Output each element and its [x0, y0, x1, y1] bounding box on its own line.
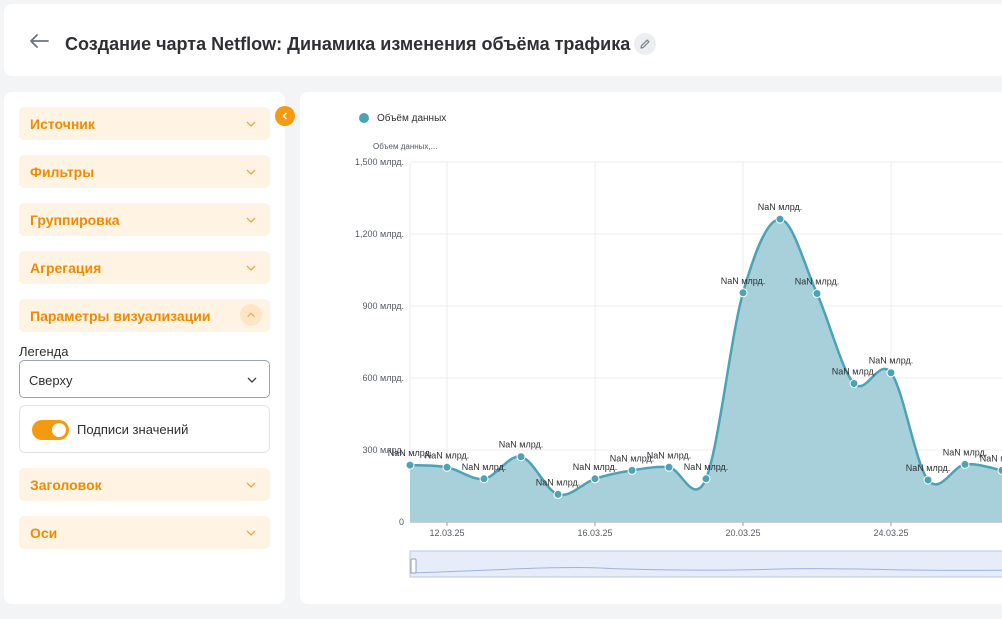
- accordion-filters[interactable]: Фильтры: [19, 155, 270, 188]
- series-area: [410, 219, 1002, 522]
- x-tick-label: 24.03.25: [873, 528, 908, 538]
- y-tick-label: 1,500 млрд.: [355, 157, 404, 167]
- accordion-title-label: Заголовок: [30, 477, 102, 493]
- accordion-source-label: Источник: [30, 116, 95, 132]
- accordion-filters-label: Фильтры: [30, 164, 95, 180]
- chevron-down-icon: [247, 377, 257, 383]
- data-point: [812, 289, 822, 299]
- data-point: [627, 465, 637, 475]
- page-title: Создание чарта Netflow: Динамика изменен…: [65, 34, 631, 54]
- chevron-down-icon: [246, 482, 256, 488]
- y-axis-title: Объем данных,...: [373, 142, 437, 151]
- zoom-slider-track: [409, 550, 1002, 578]
- data-point: [775, 214, 785, 224]
- data-label: NaN млрд.: [684, 462, 729, 472]
- data-point: [553, 489, 563, 499]
- chevron-down-icon: [246, 217, 256, 223]
- y-tick-label: 0: [399, 517, 404, 527]
- data-point: [516, 452, 526, 462]
- chevron-down-icon: [246, 530, 256, 536]
- data-label: NaN млрд.: [573, 462, 618, 472]
- accordion-grouping-label: Группировка: [30, 212, 120, 228]
- legend-position-value: Сверху: [29, 373, 73, 388]
- y-tick-label: 600 млрд.: [362, 373, 404, 383]
- data-label: NaN млрд.: [906, 463, 951, 473]
- chevron-down-icon: [246, 121, 256, 127]
- accordion-title[interactable]: Заголовок: [19, 468, 270, 501]
- data-point: [923, 475, 933, 485]
- zoom-slider-handle: [410, 558, 417, 574]
- accordion-visual-params[interactable]: Параметры визуализации: [19, 299, 270, 332]
- data-label: NaN млрд.: [499, 440, 544, 450]
- data-point: [442, 462, 452, 472]
- x-tick-label: 12.03.25: [429, 528, 464, 538]
- page-header: Создание чарта Netflow: Динамика изменен…: [4, 4, 1002, 76]
- data-label: NaN млрд.: [721, 276, 766, 286]
- data-point: [886, 368, 896, 378]
- data-label: NaN млрд.: [425, 450, 470, 460]
- data-label: NaN млрд.: [536, 477, 581, 487]
- accordion-aggregation-label: Агрегация: [30, 260, 102, 276]
- zoom-slider-preview: [409, 566, 1002, 574]
- data-label: NaN млрд.: [647, 450, 692, 460]
- data-label: NaN млрд.: [758, 202, 803, 212]
- y-tick-label: 1,200 млрд.: [355, 229, 404, 239]
- data-label: NaN млрд.: [388, 448, 433, 458]
- accordion-source[interactable]: Источник: [19, 107, 270, 140]
- legend-marker: [359, 113, 369, 123]
- y-tick-label: 900 млрд.: [362, 301, 404, 311]
- area-chart: 0 300 млрд. 600 млрд. 900 млрд. 1,200 млрд. 1…: [355, 112, 1002, 578]
- legend-position-select[interactable]: Сверху: [19, 360, 270, 398]
- data-label: NaN млрд.: [869, 356, 914, 366]
- accordion-aggregation[interactable]: Агрегация: [19, 251, 270, 284]
- data-point: [997, 465, 1002, 475]
- chart-panel: 0 300 млрд. 600 млрд. 900 млрд. 1,200 млрд. 1…: [300, 92, 1002, 604]
- toggle-knob: [52, 423, 66, 437]
- accordion-visual-params-label: Параметры визуализации: [30, 308, 211, 324]
- data-label: NaN млрд.: [462, 462, 507, 472]
- chevron-down-icon: [246, 169, 256, 175]
- data-label: NaN млрд.: [832, 367, 877, 377]
- data-label: NaN млрд.: [943, 447, 988, 457]
- data-point: [849, 379, 859, 389]
- edit-title-button[interactable]: [634, 33, 656, 55]
- legend-label: Объём данных: [377, 112, 446, 124]
- back-arrow-icon[interactable]: [26, 32, 52, 50]
- data-point: [479, 474, 489, 484]
- data-label: NaN млрд.: [795, 277, 840, 287]
- value-labels-setting: Подписи значений: [19, 405, 270, 453]
- accordion-grouping[interactable]: Группировка: [19, 203, 270, 236]
- value-labels-toggle[interactable]: [32, 420, 69, 440]
- data-point: [590, 474, 600, 484]
- y-tick-label: 300 млрд.: [362, 445, 404, 455]
- accordion-axes-label: Оси: [30, 525, 58, 541]
- collapse-sidebar-button[interactable]: [275, 106, 295, 126]
- data-point: [405, 460, 415, 470]
- legend-field-label: Легенда: [19, 344, 69, 359]
- x-tick-label: 16.03.25: [577, 528, 612, 538]
- chevron-down-icon: [246, 265, 256, 271]
- value-labels-toggle-label: Подписи значений: [77, 422, 189, 437]
- data-point: [664, 462, 674, 472]
- data-point: [738, 288, 748, 298]
- x-tick-label: 20.03.25: [725, 528, 760, 538]
- chevron-left-icon: [282, 112, 288, 120]
- settings-sidebar: Источник Фильтры Группировка Агрегация П…: [4, 92, 285, 604]
- data-label: NaN млрд.: [980, 453, 1002, 463]
- chevron-up-icon: [240, 304, 262, 326]
- data-point: [960, 459, 970, 469]
- pencil-icon: [640, 39, 650, 49]
- data-point: [701, 474, 711, 484]
- data-label: NaN млрд.: [610, 453, 655, 463]
- accordion-axes[interactable]: Оси: [19, 516, 270, 549]
